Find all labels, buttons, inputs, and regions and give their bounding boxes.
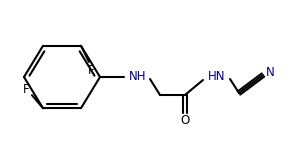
Text: F: F: [23, 83, 29, 96]
Text: HN: HN: [208, 71, 226, 84]
Text: NH: NH: [129, 71, 147, 84]
Text: N: N: [266, 66, 274, 78]
Text: O: O: [180, 113, 190, 126]
Text: F: F: [88, 64, 94, 77]
